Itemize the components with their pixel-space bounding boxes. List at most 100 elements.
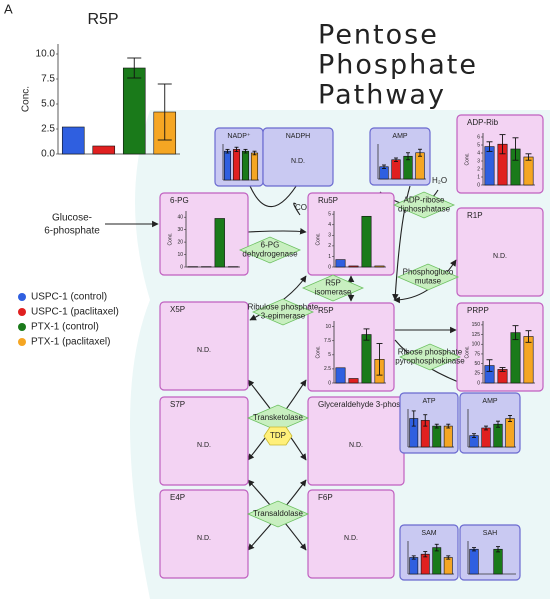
page-title: Pathway <box>318 80 446 111</box>
node-status: N.D. <box>493 253 507 260</box>
y-tick-label: 1 <box>328 254 331 260</box>
bar <box>409 557 419 575</box>
enzyme-label: Ribose phosphate <box>398 348 463 357</box>
node-status: N.D. <box>349 442 363 449</box>
bar <box>223 150 232 181</box>
y-tick-label: 2 <box>477 166 480 172</box>
bar <box>335 367 346 384</box>
chart-title: R5P <box>87 11 118 28</box>
bar <box>523 156 534 186</box>
y-tick-label: 10 <box>177 252 183 258</box>
bar <box>348 265 359 268</box>
bar <box>493 548 503 575</box>
legend-marker <box>18 323 26 331</box>
node-box <box>456 207 544 297</box>
bar <box>443 557 453 575</box>
bar <box>432 425 442 448</box>
enzyme-label: pyrophosphokinase <box>395 357 465 366</box>
node-box <box>159 301 249 391</box>
enzyme-label: mutase <box>415 277 442 286</box>
bar <box>505 418 515 448</box>
bar <box>510 332 521 384</box>
cofactor-hexagon <box>263 426 293 446</box>
bar <box>469 548 479 575</box>
cofactor-label: TDP <box>270 431 286 440</box>
legend-label: PTX-1 (paclitaxel) <box>31 337 110 348</box>
node-label: X5P <box>170 305 185 314</box>
enzyme-diamond <box>238 236 302 264</box>
y-tick-label: 0 <box>180 264 183 270</box>
node-box <box>159 396 249 486</box>
y-tick-label: 150 <box>472 322 481 328</box>
enzyme-diamond <box>301 274 365 302</box>
y-tick-label: 3 <box>328 233 331 239</box>
node-label: Glyceraldehyde 3-phosphate <box>318 400 421 409</box>
legend-marker <box>18 308 26 316</box>
bar <box>391 159 401 180</box>
y-tick-label: 10.0 <box>36 49 56 60</box>
enzyme-diamond <box>246 404 310 432</box>
y-tick-label: 30 <box>177 227 183 233</box>
bar <box>214 218 225 268</box>
y-tick-label: 20 <box>177 239 183 245</box>
node-box <box>262 127 334 187</box>
enzyme-label: R5P <box>325 279 341 288</box>
y-tick-label: 7.5 <box>324 338 331 344</box>
y-tick-label: 4 <box>328 222 331 228</box>
enzyme-label: isomerase <box>315 288 352 297</box>
substrate-label: Glucose- <box>52 213 92 224</box>
node-label: F6P <box>318 493 333 502</box>
node-label: AMP <box>482 398 498 405</box>
y-tick-label: 5 <box>328 352 331 358</box>
node-box <box>456 302 544 392</box>
y-tick-label: 5 <box>477 142 480 148</box>
bar <box>481 427 491 448</box>
enzyme-label: 6-PG <box>261 241 280 250</box>
substrate-label: 6-phosphate <box>44 226 100 237</box>
node-box <box>159 192 249 276</box>
node-status: N.D. <box>344 535 358 542</box>
legend-marker <box>18 293 26 301</box>
page-title: Pentose <box>318 20 439 51</box>
y-tick-label: 2.5 <box>41 124 55 135</box>
bar <box>61 126 85 155</box>
y-axis-label: Conc. <box>464 345 470 358</box>
node-box <box>307 302 395 392</box>
y-tick-label: 0 <box>328 264 331 270</box>
bar <box>361 215 372 268</box>
node-label: ATP <box>422 398 435 405</box>
legend-label: USPC-1 (paclitaxel) <box>31 307 119 318</box>
bar <box>92 145 116 155</box>
node-label: Ru5P <box>318 196 338 205</box>
enzyme-diamond <box>251 298 315 326</box>
enzyme-label: Transaldolase <box>253 509 304 518</box>
bar <box>232 149 241 181</box>
y-tick-label: 2 <box>328 243 331 249</box>
bar <box>432 547 442 575</box>
bar <box>348 378 359 384</box>
bar <box>122 67 146 155</box>
enzyme-diamond <box>398 343 462 371</box>
bar <box>443 425 453 448</box>
enzyme-label: 3-epimerase <box>261 312 306 321</box>
bar <box>335 259 346 268</box>
node-label: AMP <box>392 133 408 140</box>
bar <box>361 334 372 384</box>
bar <box>250 152 259 181</box>
y-tick-label: 5.0 <box>41 99 55 110</box>
node-label: S7P <box>170 400 185 409</box>
co2-label: CO₂ <box>295 203 310 212</box>
legend-marker <box>18 338 26 346</box>
bar <box>523 336 534 384</box>
y-tick-label: 7.5 <box>41 74 55 85</box>
node-label: SAH <box>483 530 497 537</box>
node-box <box>307 489 395 579</box>
y-axis-label: Conc. <box>21 86 32 112</box>
y-tick-label: 0 <box>477 380 480 386</box>
enzyme-diamond <box>392 191 456 219</box>
enzyme-label: ADP-ribose <box>404 196 445 205</box>
node-status: N.D. <box>291 158 305 165</box>
node-label: E4P <box>170 493 185 502</box>
y-tick-label: 75 <box>474 351 480 357</box>
y-tick-label: 25 <box>474 371 480 377</box>
